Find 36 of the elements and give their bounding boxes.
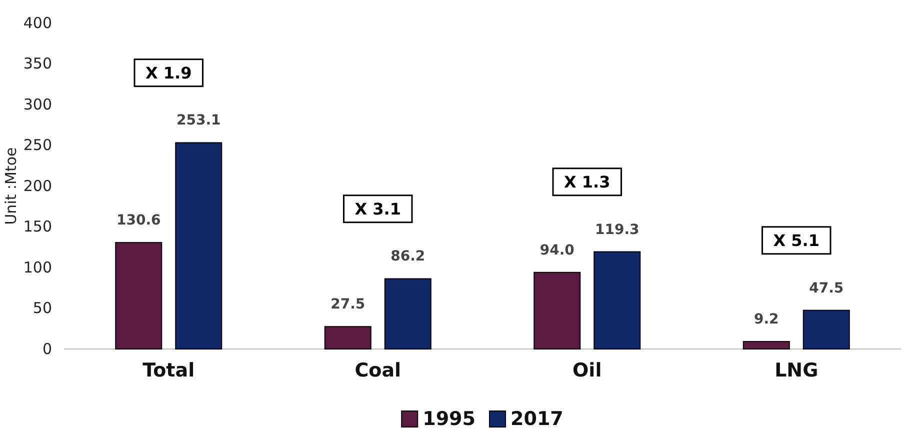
y-tick-label: 200 — [23, 176, 52, 195]
y-tick-label: 0 — [42, 340, 52, 358]
y-tick-label: 150 — [23, 218, 52, 236]
bar — [115, 242, 162, 350]
x-tick-label: Coal — [354, 359, 402, 382]
y-tick-label: 250 — [23, 136, 52, 154]
bar — [802, 310, 850, 350]
bar — [594, 251, 641, 350]
legend-label: 1995 — [422, 408, 476, 430]
bar — [534, 272, 581, 350]
y-tick-label: 100 — [23, 258, 52, 276]
y-tick-label: 50 — [32, 299, 52, 318]
y-tick-label: 350 — [23, 54, 52, 73]
bar — [384, 278, 432, 350]
bar — [742, 341, 790, 350]
data-label: 86.2 — [390, 248, 426, 265]
data-label: 47.5 — [809, 280, 844, 296]
data-label: 9.2 — [754, 312, 779, 328]
data-label: 119.3 — [594, 222, 640, 238]
annotation: X 5.1 — [773, 230, 820, 250]
data-label: 27.5 — [330, 296, 366, 313]
annotation: X 1.3 — [564, 172, 610, 192]
y-tick-label: 300 — [23, 95, 52, 114]
bar — [175, 142, 222, 350]
data-label: 94.0 — [540, 242, 575, 258]
annotation: X 1.9 — [146, 63, 192, 82]
bar — [324, 326, 372, 350]
y-tick-label: 400 — [23, 14, 52, 32]
data-label: 130.6 — [116, 212, 161, 229]
y-axis-title: Unit :Mtoe — [2, 147, 20, 225]
x-tick-label: Oil — [572, 359, 602, 382]
x-tick-label: LNG — [774, 359, 818, 382]
x-tick-label: Total — [142, 359, 195, 382]
annotation: X 3.1 — [354, 199, 401, 218]
data-label: 253.1 — [176, 112, 221, 129]
legend-label: 2017 — [510, 408, 564, 430]
